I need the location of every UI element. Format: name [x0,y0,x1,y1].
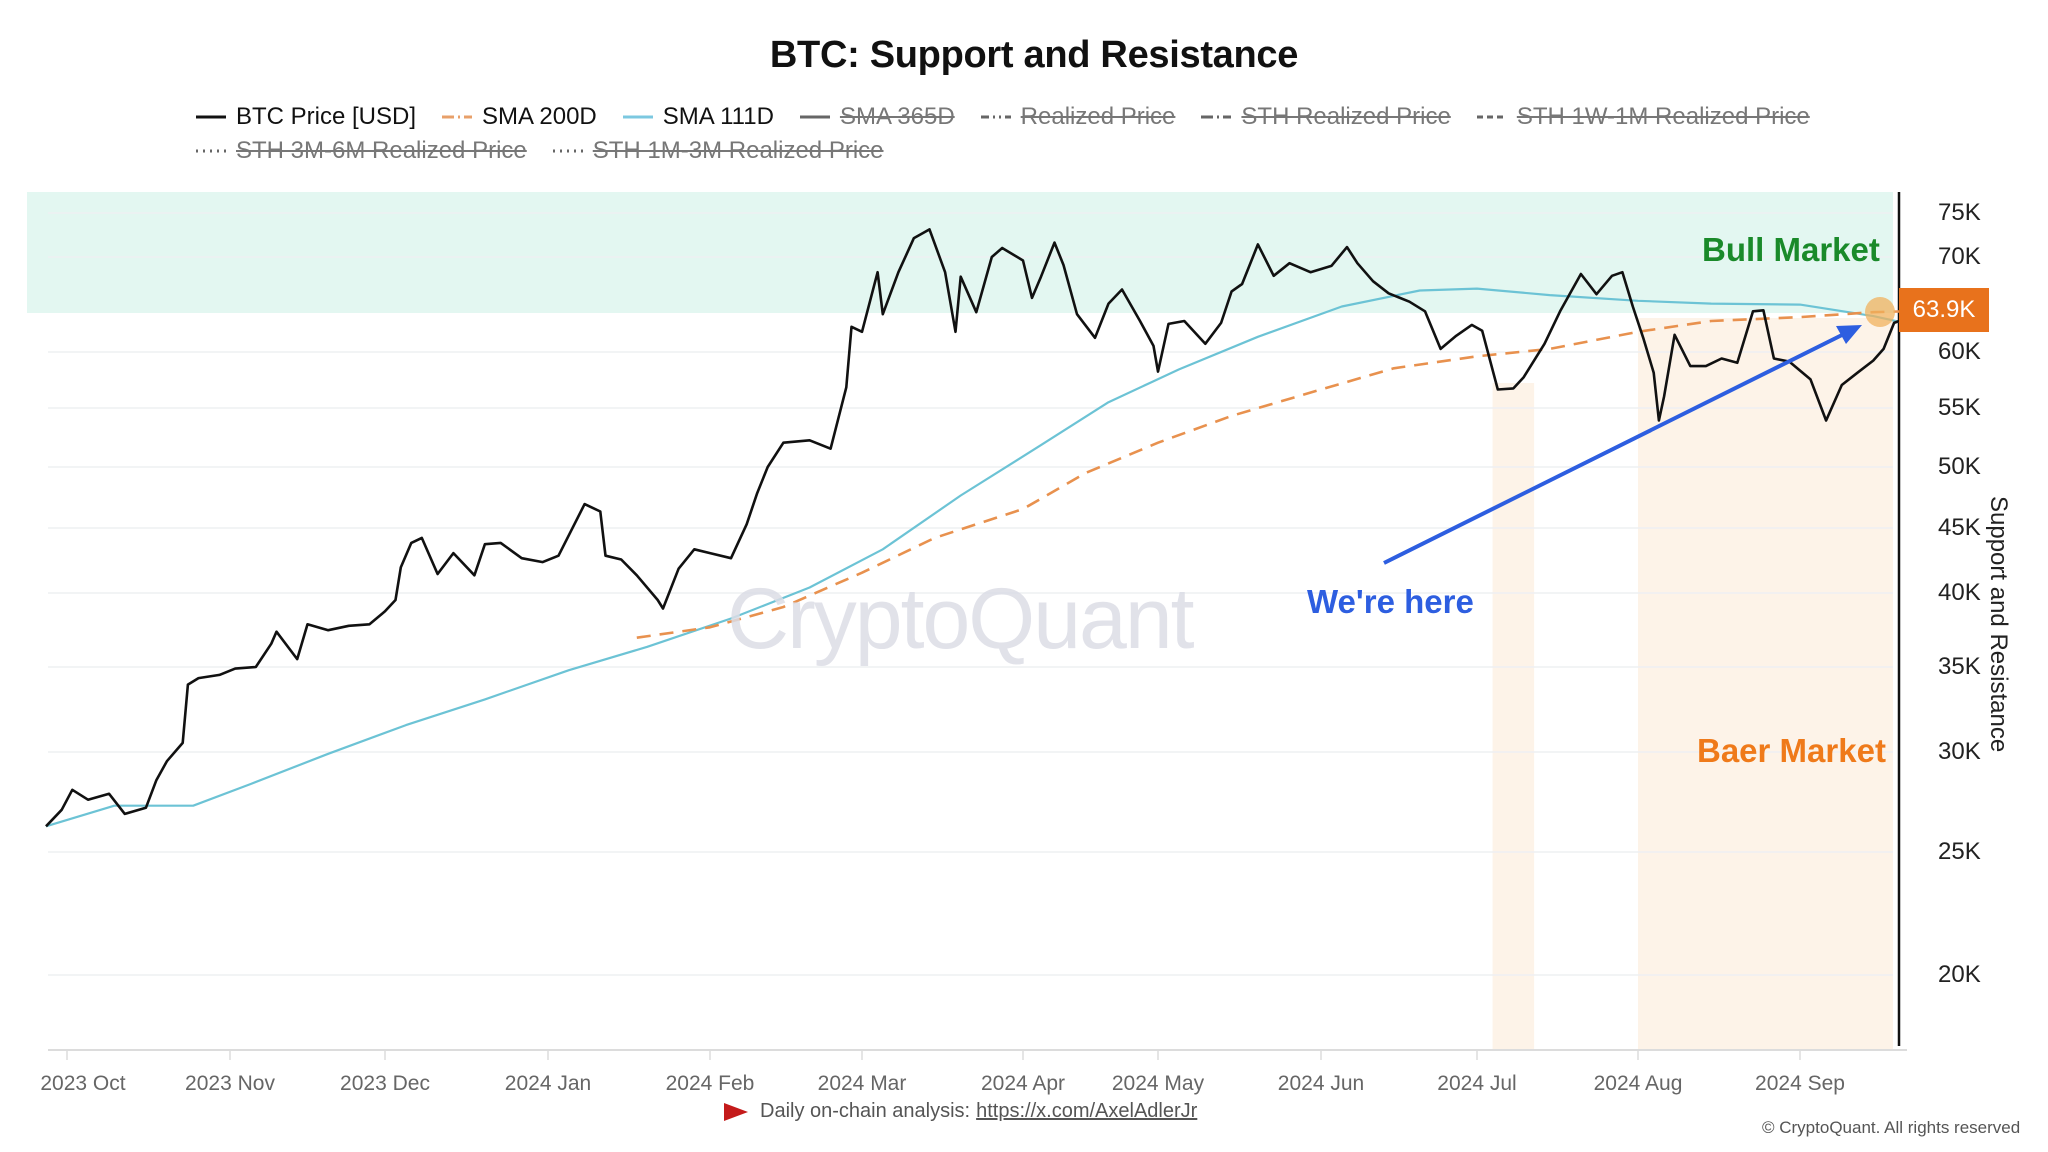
legend-item[interactable]: STH 1W-1M Realized Price [1476,100,1810,134]
legend-item[interactable]: STH Realized Price [1201,100,1451,134]
baer-market-zone [1638,318,1893,1050]
legend-label: STH 1W-1M Realized Price [1516,103,1810,130]
x-tick-label: 2024 Mar [817,1072,907,1095]
x-tick-label: 2023 Oct [40,1072,126,1095]
current-value-badge: 63.9K [1899,288,1989,332]
legend-swatch-icon [980,115,1011,119]
flag-icon [724,1102,748,1121]
legend-swatch-icon [1476,115,1507,119]
x-tick-label: 2024 Jun [1277,1072,1365,1095]
x-tick-label: 2024 Sep [1755,1072,1845,1095]
y-tick-label: 50K [1938,453,1981,480]
y-tick-label: 40K [1938,579,1981,606]
legend-item[interactable]: STH 3M-6M Realized Price [196,134,527,168]
y-tick-label: 55K [1938,394,1981,421]
legend-swatch-icon [1201,115,1232,119]
y-tick-label: 45K [1938,514,1981,541]
footer-prefix: Daily on-chain analysis: [760,1100,971,1122]
x-tick-label: 2024 Feb [665,1072,755,1095]
legend-swatch-icon [442,115,473,119]
y-tick-label: 60K [1938,338,1981,365]
bull-market-label: Bull Market [1702,231,1880,268]
legend-item[interactable]: STH 1M-3M Realized Price [552,134,884,168]
legend-swatch-icon [799,115,830,119]
y-tick-label: 75K [1938,199,1981,226]
legend-swatch-icon [622,115,653,119]
y-tick-label: 30K [1938,738,1981,765]
y-tick-label: 70K [1938,243,1981,270]
legend-swatch-icon [552,149,583,153]
annotation-overlay [1383,297,1895,565]
legend-label: Realized Price [1020,103,1176,130]
market-zones [27,192,1893,1050]
btc-price-line [45,228,1943,828]
y-tick-label: 20K [1938,961,1981,988]
x-tick-label: 2024 May [1111,1072,1205,1095]
watermark: CryptoQuant [727,571,1195,667]
legend: BTC Price [USD] SMA 200D SMA 111D SMA 365D R… [196,100,1916,168]
legend-item[interactable]: SMA 200D [442,100,597,134]
legend-label: STH 1M-3M Realized Price [592,137,884,164]
x-tick-label: 2024 Jul [1437,1072,1517,1095]
x-tick-label: 2024 Apr [980,1072,1066,1095]
legend-swatch-icon [196,115,226,119]
legend-label: SMA 365D [839,103,955,130]
y-axis-title: Support and Resistance [1985,496,2012,753]
y-tick-label: 25K [1938,838,1981,865]
baer-market-label: Baer Market [1697,732,1886,769]
legend-swatch-icon [196,149,226,153]
legend-item[interactable]: SMA 365D [799,100,955,134]
footer-link[interactable]: https://x.com/AxelAdlerJr [976,1100,1198,1122]
footer-analysis: Daily on-chain analysis: https://x.com/A… [724,1100,1197,1123]
x-tick-label: 2023 Nov [185,1072,275,1095]
y-tick-label: 35K [1938,653,1981,680]
gridlines [48,212,1893,976]
x-tick-label: 2023 Dec [340,1072,430,1095]
chart-title: BTC: Support and Resistance [769,34,1299,76]
x-axis [48,192,1907,1060]
x-tick-label: 2024 Aug [1593,1072,1683,1095]
current-point-marker [1865,297,1895,327]
sma-111d-line [45,287,1942,828]
copyright: © CryptoQuant. All rights reserved [1762,1118,2021,1137]
legend-item[interactable]: Realized Price [980,100,1176,134]
legend-label: BTC Price [USD] [236,103,417,130]
legend-label: SMA 111D [662,103,774,130]
arrow-head-icon [1836,325,1862,344]
legend-item[interactable]: SMA 111D [622,100,774,134]
were-here-label: We're here [1307,583,1474,620]
legend-label: STH Realized Price [1241,103,1451,130]
legend-label: SMA 200D [482,103,597,130]
legend-item[interactable]: BTC Price [USD] [196,100,416,134]
legend-label: STH 3M-6M Realized Price [236,137,527,164]
baer-market-zone [1492,383,1535,1050]
x-tick-label: 2024 Jan [504,1072,592,1095]
arrow-line [1383,331,1847,565]
data-series [45,228,1943,828]
